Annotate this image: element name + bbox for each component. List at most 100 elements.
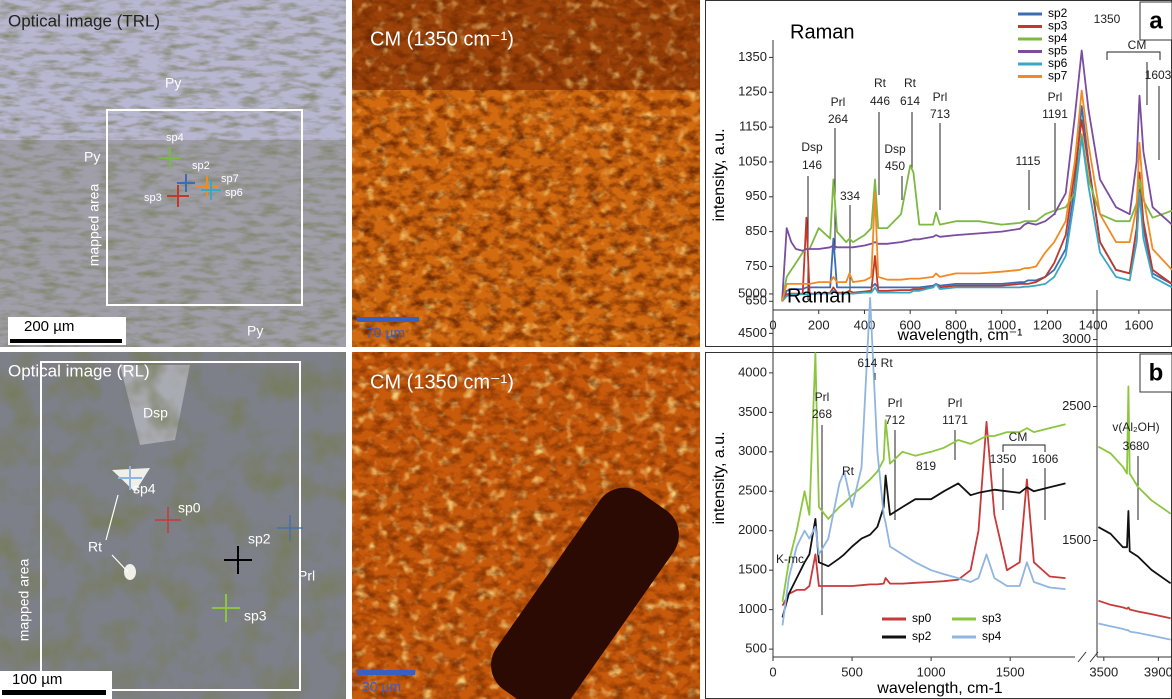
x-tick-label: 1000 <box>917 664 946 679</box>
annotation: Prl <box>1048 90 1063 104</box>
y-tick-label: 4500 <box>738 325 767 340</box>
y-tick-label: 3000 <box>738 443 767 458</box>
image-label: Py <box>165 75 181 91</box>
image-label: sp4 <box>133 481 156 497</box>
cm-map-bottom: CM (1350 cm⁻¹) 30 µm <box>352 352 700 699</box>
image-label: sp7 <box>221 173 239 185</box>
annotation: Rt <box>874 76 887 90</box>
x-tick-label: 500 <box>841 664 863 679</box>
y-axis-label: intensity, a.u. <box>711 431 728 524</box>
annotation: Prl <box>948 396 963 410</box>
image-title: Optical image (RL) <box>8 361 150 380</box>
annotation: CM <box>1128 38 1147 52</box>
annotation: 614 <box>900 94 920 108</box>
y-tick-label: 850 <box>745 223 767 238</box>
image-label: sp3 <box>144 192 162 204</box>
y-tick-label: 1150 <box>739 119 767 134</box>
x-axis-label: wavelength, cm⁻¹ <box>897 327 1023 344</box>
legend-label: sp7 <box>1048 69 1068 83</box>
scale-bar <box>357 670 415 675</box>
annotation: 146 <box>802 158 822 172</box>
annotation: Prl <box>831 95 846 109</box>
y-axis-label: intensity, a.u. <box>711 128 728 221</box>
y-tick-label: 1500 <box>738 562 767 577</box>
image-label: Py <box>84 149 100 165</box>
image-texture <box>352 0 700 347</box>
annotation: 1191 <box>1042 107 1068 121</box>
image-label: sp0 <box>178 500 201 516</box>
image-label: Dsp <box>143 405 168 421</box>
x-tick-label: 3500 <box>1089 664 1118 679</box>
scale-bar-label: 70 µm <box>366 325 405 341</box>
y-tick-label: 2000 <box>738 522 767 537</box>
y-tick-label: 2500 <box>738 483 767 498</box>
optical-image-trl: Optical image (TRL) Py Py Py sp4 sp2 sp7… <box>0 0 346 347</box>
image-label: sp2 <box>192 160 210 172</box>
figure: Optical image (TRL) Py Py Py sp4 sp2 sp7… <box>0 0 1172 699</box>
image-label: sp6 <box>225 187 243 199</box>
annotation: Dsp <box>884 142 906 156</box>
y-tick-label: 1050 <box>738 153 767 168</box>
x-tick-label: 1500 <box>996 664 1025 679</box>
annotation: 1606 <box>1032 452 1059 466</box>
image-label: sp2 <box>248 531 271 547</box>
image-label: mapped area <box>16 559 32 642</box>
image-title: CM (1350 cm⁻¹) <box>370 371 514 393</box>
y-tick-label: 3500 <box>738 404 767 419</box>
annotation: Prl <box>815 390 830 404</box>
image-label: mapped area <box>86 184 102 267</box>
scale-bar-label: 100 µm <box>12 671 62 688</box>
scale-bar <box>2 690 106 695</box>
annotation: v(Al₂OH) <box>1112 420 1159 434</box>
x-tick-label: 0 <box>769 664 776 679</box>
annotation: 1350 <box>990 452 1017 466</box>
image-label: sp4 <box>166 132 184 144</box>
annotation: Prl <box>888 396 903 410</box>
chart-title: Raman <box>787 285 851 307</box>
y-tick-label: 1250 <box>738 84 767 99</box>
y-tick-label: 500 <box>745 641 767 656</box>
legend-label: sp2 <box>912 629 932 643</box>
annotation: 819 <box>916 459 936 473</box>
image-label: Rt <box>88 539 102 555</box>
annotation: Dsp <box>801 140 823 154</box>
annotation: 713 <box>930 107 950 121</box>
annotation: 334 <box>840 189 860 203</box>
legend-label: sp3 <box>982 611 1002 625</box>
annotation: 1350 <box>1094 12 1121 26</box>
annotation: K-mc <box>776 552 804 566</box>
annotation: 712 <box>885 413 905 427</box>
cm-map-top: CM (1350 cm⁻¹) 70 µm <box>352 0 700 347</box>
y-tick-label: 750 <box>745 258 767 273</box>
image-texture <box>0 0 346 347</box>
annotation: 268 <box>812 407 832 421</box>
y-tick-label: 3000 <box>1062 331 1091 346</box>
y-tick-label: 2500 <box>1062 398 1091 413</box>
annotation: 614 Rt <box>857 356 893 370</box>
x-axis-label: wavelength, cm-1 <box>876 680 1002 697</box>
legend-label: sp4 <box>982 629 1002 643</box>
optical-image-rl: Optical image (RL) Dsp sp4 Rt sp0 sp2 Pr… <box>0 352 346 699</box>
image-title: Optical image (TRL) <box>8 11 160 30</box>
chart-panel <box>706 353 1172 699</box>
image-grain <box>124 564 136 580</box>
annotation: Prl <box>933 90 948 104</box>
image-label: Py <box>247 323 263 339</box>
annotation: 1171 <box>942 413 968 427</box>
page: { "images": [ {"title": "Optical image (… <box>0 0 1172 699</box>
scale-bar <box>10 339 122 343</box>
x-tick-label: 1600 <box>1124 317 1153 332</box>
annotation: Rt <box>842 464 855 478</box>
annotation: CM <box>1009 430 1028 444</box>
panel-label: a <box>1149 7 1163 34</box>
scale-bar-label: 200 µm <box>24 318 74 335</box>
y-tick-label: 5000 <box>738 285 767 300</box>
y-tick-label: 1500 <box>1062 532 1091 547</box>
annotation: 3680 <box>1123 439 1150 453</box>
annotation: 450 <box>885 159 905 173</box>
y-tick-label: 4000 <box>738 364 767 379</box>
chart-title: Raman <box>790 21 854 43</box>
annotation: 264 <box>828 112 848 126</box>
scale-bar-label: 30 µm <box>362 679 401 695</box>
legend-label: sp0 <box>912 611 932 625</box>
